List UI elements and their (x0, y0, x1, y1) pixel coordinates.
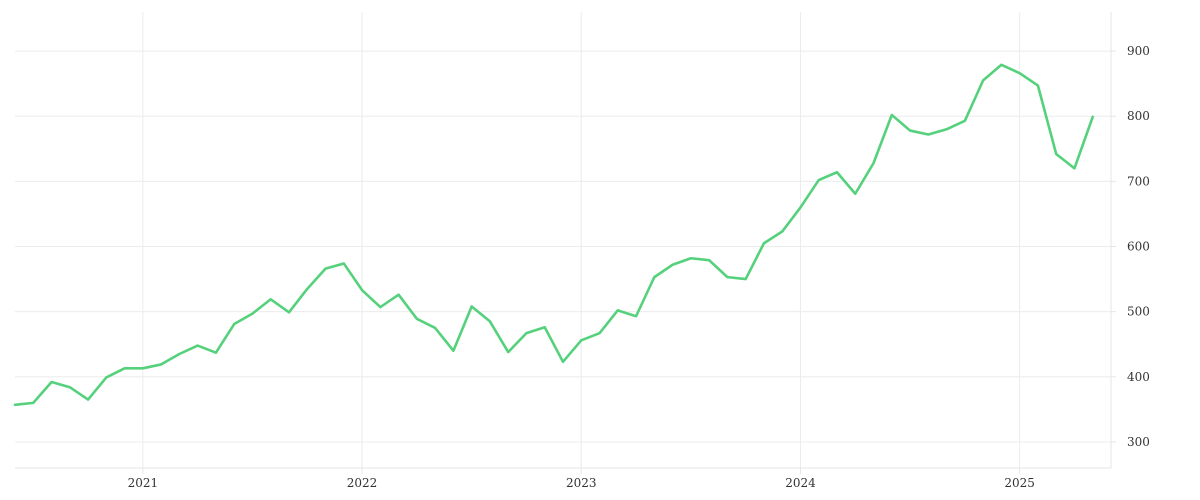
data-point (68, 385, 72, 389)
data-point (561, 360, 565, 364)
data-point (305, 287, 309, 291)
y-tick-label: 800 (1127, 109, 1150, 123)
data-point (1091, 115, 1095, 119)
data-point (616, 308, 620, 312)
data-point (762, 241, 766, 245)
data-point (543, 325, 547, 329)
data-point (378, 305, 382, 309)
y-tick-label: 900 (1127, 44, 1150, 58)
data-point (671, 263, 675, 267)
y-tick-label: 600 (1127, 240, 1150, 254)
data-point (104, 375, 108, 379)
data-point (451, 349, 455, 353)
data-point (123, 366, 127, 370)
data-point (214, 351, 218, 355)
data-point (853, 192, 857, 196)
data-point (1036, 84, 1040, 88)
data-point (817, 178, 821, 182)
data-point (798, 205, 802, 209)
data-point (287, 310, 291, 314)
grid-layer (15, 12, 1111, 468)
data-point (981, 78, 985, 82)
data-point (652, 275, 656, 279)
data-point (470, 304, 474, 308)
y-tick-label: 500 (1127, 305, 1150, 319)
x-tick-label: 2023 (566, 476, 597, 490)
data-point (415, 317, 419, 321)
data-point (250, 312, 254, 316)
data-point (744, 277, 748, 281)
y-tick-label: 400 (1127, 370, 1150, 384)
data-point (707, 258, 711, 262)
data-point (159, 362, 163, 366)
data-point (945, 127, 949, 131)
data-point (141, 366, 145, 370)
data-point (269, 297, 273, 301)
tick-label-layer: 300 400 500 600 700 800 900 2021 2022 2023 2024 202… (128, 44, 1150, 490)
data-point (963, 119, 967, 123)
data-point (196, 344, 200, 348)
data-point (890, 113, 894, 117)
x-tick-label: 2025 (1004, 476, 1035, 490)
data-point (579, 338, 583, 342)
data-point (872, 161, 876, 165)
data-point (324, 267, 328, 271)
data-point (86, 398, 90, 402)
data-point (1072, 166, 1076, 170)
series-layer (13, 63, 1095, 407)
series-line (13, 63, 1095, 407)
data-point (598, 331, 602, 335)
data-point (634, 314, 638, 318)
data-point (488, 319, 492, 323)
data-point (506, 350, 510, 354)
data-point (999, 63, 1003, 67)
data-point (689, 256, 693, 260)
data-point (780, 230, 784, 234)
x-tick-label: 2021 (128, 476, 159, 490)
axis-layer (15, 12, 1116, 474)
data-point (524, 331, 528, 335)
data-point (177, 352, 181, 356)
data-point (50, 380, 54, 384)
data-point (342, 261, 346, 265)
data-point (835, 170, 839, 174)
data-point (397, 293, 401, 297)
y-tick-label: 700 (1127, 174, 1150, 188)
y-tick-label: 300 (1127, 435, 1150, 449)
data-point (360, 288, 364, 292)
data-point (31, 401, 35, 405)
data-point (1018, 71, 1022, 75)
x-tick-label: 2022 (347, 476, 378, 490)
data-point (908, 129, 912, 133)
x-tick-label: 2024 (785, 476, 816, 490)
data-point (725, 275, 729, 279)
data-point (13, 403, 17, 407)
data-point (232, 322, 236, 326)
data-point (1054, 152, 1058, 156)
data-point (926, 132, 930, 136)
data-point (433, 326, 437, 330)
